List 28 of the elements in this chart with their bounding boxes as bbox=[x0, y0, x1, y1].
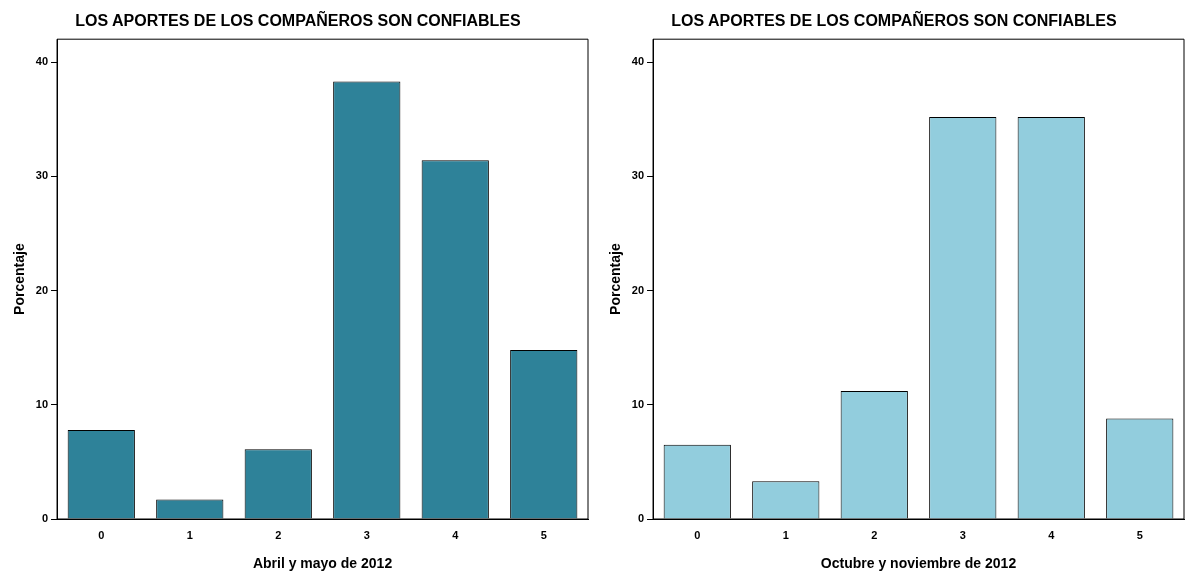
x-tick-label: 2 bbox=[275, 528, 282, 541]
x-axis-title: Octubre y noviembre de 2012 bbox=[820, 555, 1017, 572]
x-tick-label: 0 bbox=[694, 528, 701, 541]
chart-title: LOS APORTES DE LOS COMPAÑEROS SON CONFIABLES bbox=[671, 10, 1118, 30]
y-axis-title: Porcentaje bbox=[607, 243, 624, 315]
y-tick-label: 20 bbox=[631, 283, 645, 296]
y-tick-label: 10 bbox=[631, 397, 645, 410]
x-tick-label: 5 bbox=[1136, 528, 1143, 541]
x-tick-label: 4 bbox=[452, 528, 460, 541]
y-tick-label: 0 bbox=[41, 512, 49, 525]
y-axis-title: Porcentaje bbox=[11, 243, 28, 315]
x-tick-label: 0 bbox=[98, 528, 105, 541]
x-tick-label: 5 bbox=[540, 528, 547, 541]
x-tick-label: 3 bbox=[363, 528, 370, 541]
y-tick-label: 0 bbox=[637, 512, 645, 525]
x-tick-label: 2 bbox=[871, 528, 878, 541]
y-tick-label: 40 bbox=[35, 55, 49, 68]
chart-title: LOS APORTES DE LOS COMPAÑEROS SON CONFIABLES bbox=[75, 10, 522, 30]
x-tick-label: 1 bbox=[782, 528, 789, 541]
x-tick-label: 3 bbox=[959, 528, 966, 541]
y-tick-label: 10 bbox=[35, 397, 49, 410]
y-tick-label: 40 bbox=[631, 55, 645, 68]
y-tick-label: 30 bbox=[35, 169, 49, 182]
x-tick-label: 4 bbox=[1048, 528, 1056, 541]
x-axis-title: Abril y mayo de 2012 bbox=[252, 555, 393, 572]
y-tick-label: 20 bbox=[35, 283, 49, 296]
y-tick-label: 30 bbox=[631, 169, 645, 182]
x-tick-label: 1 bbox=[186, 528, 193, 541]
